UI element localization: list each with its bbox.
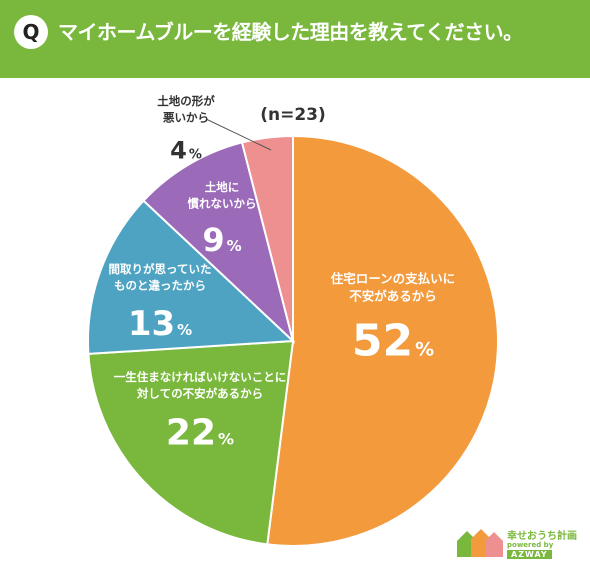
slice-value-4: 4% xyxy=(170,136,202,164)
leader-line xyxy=(205,118,272,151)
slice-label-2-line-0: 間取りが思っていた xyxy=(109,262,212,276)
slice-label-2-line-1: ものと違ったから xyxy=(114,279,206,293)
pie-slice-1 xyxy=(87,339,295,546)
slice-value-0: 52% xyxy=(352,315,434,366)
slice-label-1-line-1: 対しての不安があるから xyxy=(136,387,263,401)
question-header: Q マイホームブルーを経験した理由を教えてください。 xyxy=(0,0,590,78)
slice-value-2: 13% xyxy=(128,304,192,344)
slice-label-0-line-0: 住宅ローンの支払いに xyxy=(331,271,455,286)
slice-label-0-line-1: 不安があるから xyxy=(349,289,437,304)
pie-slice-4 xyxy=(240,134,294,342)
logo-powered-by: powered by xyxy=(507,541,554,549)
house-logo-icon xyxy=(457,529,503,557)
slice-value-3: 9% xyxy=(202,221,241,259)
sample-size-label: (n=23) xyxy=(260,105,326,125)
question-badge: Q xyxy=(14,15,48,49)
brand-logo: 幸せおうち計画 powered by AZWAY xyxy=(455,523,585,565)
logo-title: 幸せおうち計画 xyxy=(507,531,577,542)
pie-slice-0 xyxy=(266,134,499,547)
slice-value-1: 22% xyxy=(166,413,234,454)
slice-label-1-line-0: 一生住まなければいけないことに xyxy=(114,370,287,384)
pie-slice-3 xyxy=(142,141,295,345)
slice-label-3-line-1: 慣れないから xyxy=(187,197,257,211)
slice-label-4-line-0: 土地の形が xyxy=(157,94,215,108)
logo-brand: AZWAY xyxy=(507,550,552,559)
question-text: マイホームブルーを経験した理由を教えてください。 xyxy=(58,20,523,44)
pie-slice-2 xyxy=(87,199,296,355)
slice-label-3-line-0: 土地に xyxy=(205,180,240,194)
slice-label-4-line-1: 悪いから xyxy=(163,111,209,125)
